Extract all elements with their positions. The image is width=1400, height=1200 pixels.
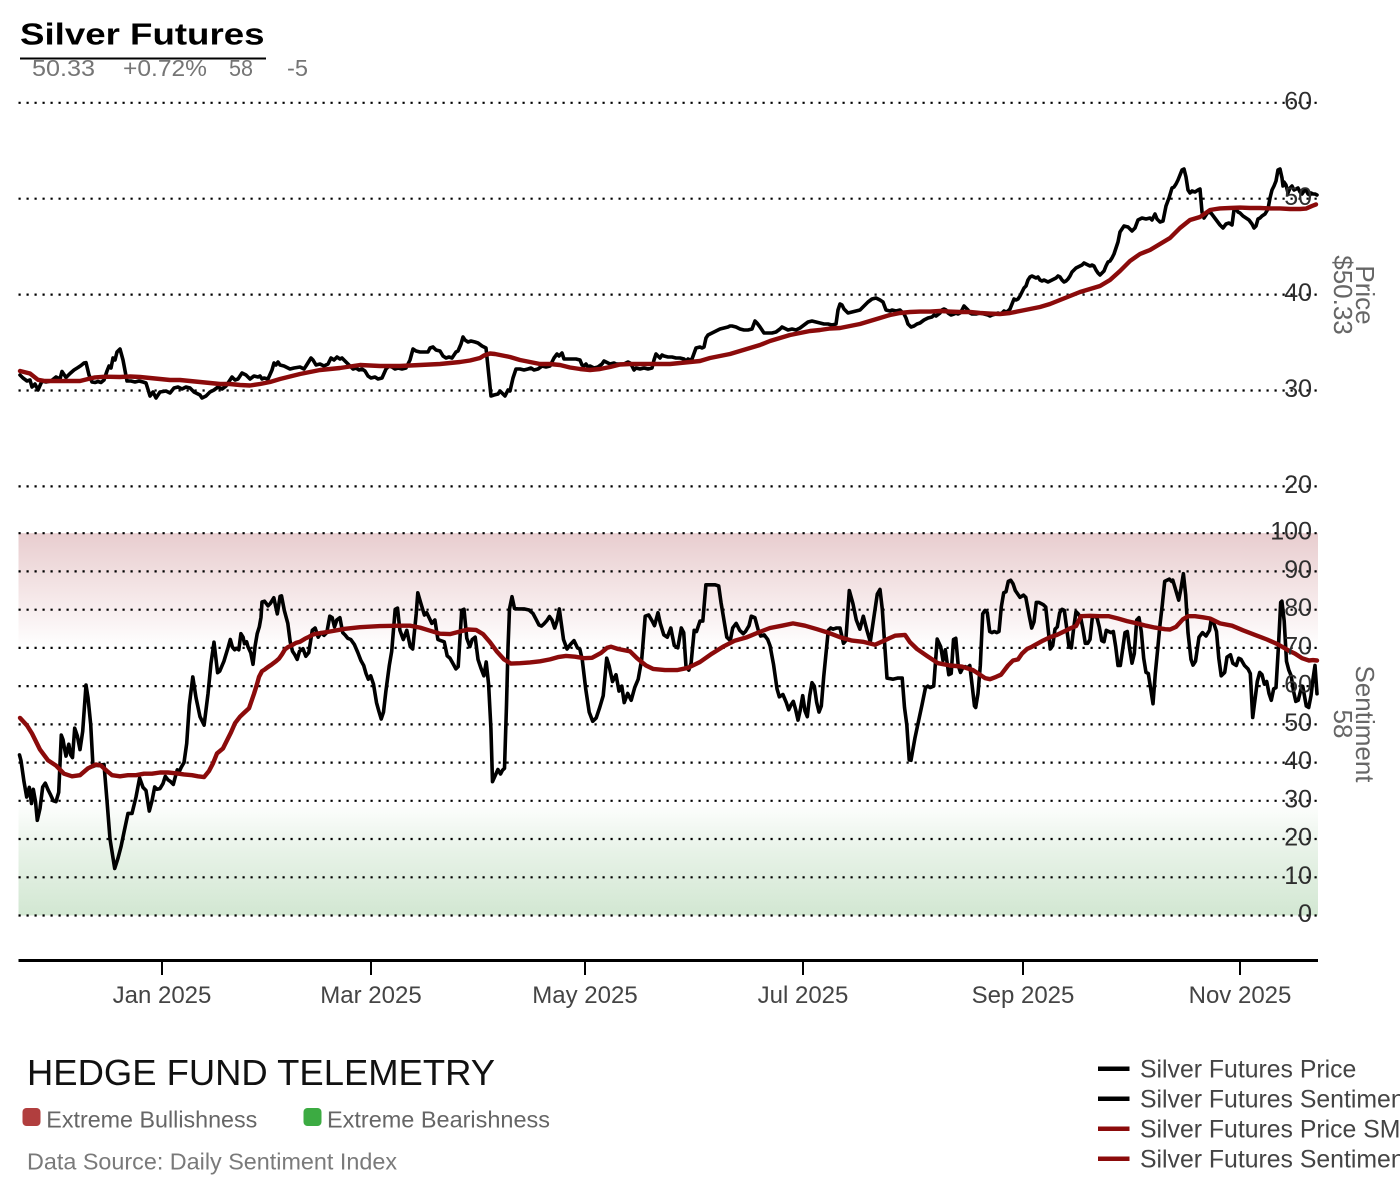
svg-text:Jan 2025: Jan 2025	[113, 982, 212, 1009]
svg-text:Data Source: Daily Sentiment I: Data Source: Daily Sentiment Index	[27, 1149, 397, 1175]
svg-text:Silver Futures Price SMA: Silver Futures Price SMA	[1140, 1116, 1400, 1143]
svg-text:50: 50	[1284, 183, 1312, 211]
svg-text:-5: -5	[287, 55, 308, 81]
svg-text:10: 10	[1284, 862, 1312, 890]
svg-text:30: 30	[1284, 785, 1312, 813]
svg-text:60: 60	[1284, 87, 1312, 115]
svg-text:$50.33: $50.33	[1328, 255, 1358, 335]
svg-text:60: 60	[1284, 671, 1312, 699]
svg-text:58: 58	[1328, 710, 1358, 739]
svg-text:40: 40	[1284, 279, 1312, 307]
svg-text:Mar 2025: Mar 2025	[320, 982, 421, 1009]
svg-text:Silver Futures: Silver Futures	[20, 17, 265, 52]
svg-text:Nov 2025: Nov 2025	[1189, 982, 1292, 1009]
svg-text:Sep 2025: Sep 2025	[972, 982, 1075, 1009]
svg-text:Sentiment: Sentiment	[1350, 665, 1380, 783]
svg-text:50: 50	[1284, 709, 1312, 737]
svg-text:80: 80	[1284, 594, 1312, 622]
svg-text:Silver Futures Sentiment SMA: Silver Futures Sentiment SMA	[1140, 1146, 1400, 1173]
svg-text:+0.72%: +0.72%	[123, 55, 207, 81]
svg-text:30: 30	[1284, 375, 1312, 403]
svg-text:58: 58	[229, 55, 253, 81]
svg-text:Silver Futures Sentiment: Silver Futures Sentiment	[1140, 1086, 1400, 1113]
svg-text:Extreme Bearishness: Extreme Bearishness	[327, 1107, 550, 1133]
svg-text:Silver Futures Price: Silver Futures Price	[1140, 1056, 1356, 1083]
svg-text:0: 0	[1298, 900, 1312, 928]
svg-text:Price: Price	[1350, 265, 1380, 324]
svg-text:100: 100	[1270, 518, 1312, 546]
svg-text:May 2025: May 2025	[532, 982, 637, 1009]
svg-text:Jul 2025: Jul 2025	[758, 982, 849, 1009]
svg-text:70: 70	[1284, 632, 1312, 660]
svg-text:90: 90	[1284, 556, 1312, 584]
svg-text:20: 20	[1284, 824, 1312, 852]
svg-text:HEDGE FUND TELEMETRY: HEDGE FUND TELEMETRY	[27, 1052, 495, 1093]
svg-text:Extreme Bullishness: Extreme Bullishness	[46, 1107, 257, 1133]
svg-text:50.33: 50.33	[32, 55, 95, 81]
svg-text:40: 40	[1284, 747, 1312, 775]
svg-text:20: 20	[1284, 471, 1312, 499]
